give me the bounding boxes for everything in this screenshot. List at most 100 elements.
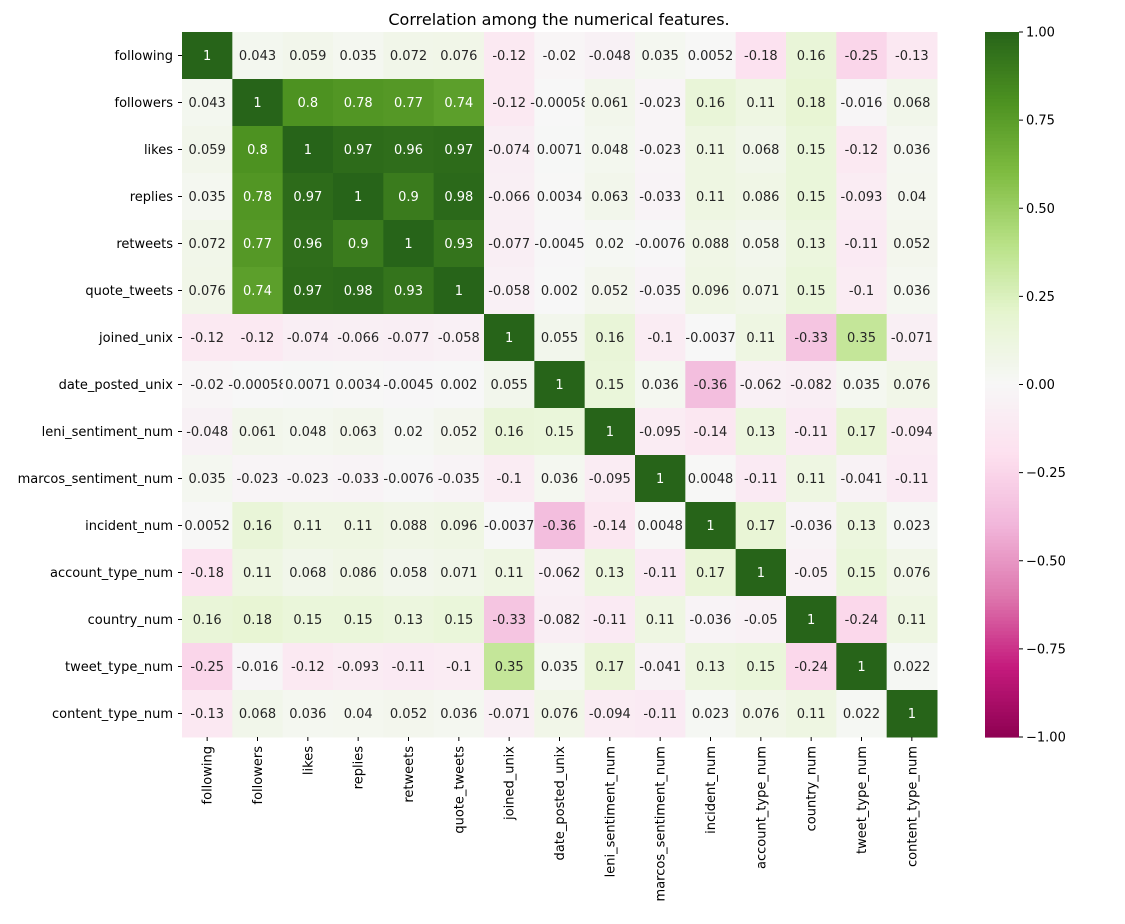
cell-value-label: 0.78 [344,96,373,111]
colorbar-segment [985,733,1019,738]
heatmap-cell [182,173,233,221]
cell-value-label: 0.0071 [537,143,583,158]
heatmap-cell [886,549,938,597]
colorbar-segment [985,719,1019,724]
heatmap-cell [635,502,686,550]
cell-value-label: -0.24 [794,660,828,675]
colorbar-segment [985,532,1019,537]
cell-value-label: -0.033 [639,190,681,205]
cell-value-label: -0.023 [287,472,329,487]
heatmap-cell [635,32,686,80]
cell-value-label: 0.17 [847,425,876,440]
colorbar-segment [985,652,1019,657]
colorbar-segment [985,596,1019,601]
colorbar-segment [985,391,1019,396]
cell-value-label: 0.072 [390,49,427,64]
colorbar-tick-label: 0.50 [1026,202,1055,217]
heatmap-cell [886,314,938,362]
heatmap-cell [232,690,284,738]
heatmap-cell [786,314,837,362]
heatmap-cell [282,314,334,362]
colorbar-segment [985,289,1019,294]
cell-value-label: 0.17 [696,566,725,581]
heatmap-cell [484,314,535,362]
cell-value-label: 0.15 [746,660,775,675]
cell-value-label: 0.072 [189,237,226,252]
colorbar-segment [985,553,1019,558]
heatmap-cell [886,643,938,691]
colorbar-segment [985,437,1019,442]
colorbar-segment [985,373,1019,379]
cell-value-label: -0.0045 [534,237,584,252]
y-tick-label: likes [144,143,173,158]
colorbar-segment [985,299,1019,305]
cell-value-label: -0.041 [639,660,681,675]
cell-value-label: 0.035 [541,660,578,675]
colorbar-segment [985,42,1019,47]
cell-value-label: 0.9 [398,190,419,205]
colorbar-segment [985,620,1019,625]
heatmap-cell [182,126,233,174]
heatmap-cell [635,314,686,362]
colorbar-segment [985,63,1019,68]
colorbar-segment [985,500,1019,505]
cell-value-label: 0.11 [797,707,826,722]
heatmap-cell [685,173,737,221]
heatmap-cell [735,79,787,127]
colorbar-segment [985,151,1019,156]
heatmap-cell [484,361,535,409]
colorbar-segment [985,250,1019,255]
heatmap-cell [484,173,535,221]
heatmap-cell [735,314,787,362]
heatmap-cell [282,455,334,503]
colorbar-segment [985,314,1019,319]
colorbar-segment [985,680,1019,685]
heatmap-cell [433,408,485,456]
cell-value-label: 0.97 [444,143,473,158]
cell-value-label: -0.1 [496,472,521,487]
colorbar-segment [985,116,1019,121]
cell-value-label: -0.05 [744,613,778,628]
colorbar-segment [985,715,1019,720]
cell-value-label: -0.058 [438,331,480,346]
heatmap-cell [383,126,435,174]
cell-value-label: 0.02 [595,237,624,252]
heatmap-cell [735,408,787,456]
heatmap-cell [282,408,334,456]
cell-value-label: -0.11 [593,613,627,628]
cell-value-label: -0.11 [895,472,929,487]
heatmap-cell [836,549,888,597]
heatmap-cell [836,267,888,315]
heatmap-cell [182,690,233,738]
heatmap-cell [685,690,737,738]
colorbar-segment [985,363,1019,368]
heatmap-cell [333,408,384,456]
heatmap-cell [735,502,787,550]
cell-value-label: 0.8 [297,96,318,111]
heatmap-cell [282,596,334,644]
heatmap-cell [635,267,686,315]
colorbar-segment [985,49,1019,54]
cell-value-label: 0.04 [344,707,373,722]
colorbar-segment [985,208,1019,213]
heatmap-cell [484,79,535,127]
heatmap-cell [584,643,636,691]
cell-value-label: 1 [505,331,513,346]
colorbar-segment [985,278,1019,283]
colorbar-segment [985,95,1019,100]
cell-value-label: 1 [656,472,664,487]
colorbar-segment [985,232,1019,238]
heatmap-cell [333,596,384,644]
colorbar-segment [985,211,1019,216]
colorbar-segment [985,638,1019,643]
heatmap-cell [886,126,938,174]
cell-value-label: -0.035 [639,284,681,299]
colorbar-segment [985,409,1019,414]
colorbar-segment [985,722,1019,728]
colorbar-segment [985,338,1019,343]
colorbar-tick-label: 0.75 [1026,114,1055,129]
cell-value-label: 0.9 [348,237,369,252]
heatmap-cell [232,314,284,362]
cell-value-label: 0.15 [293,613,322,628]
colorbar-segment [985,465,1019,470]
